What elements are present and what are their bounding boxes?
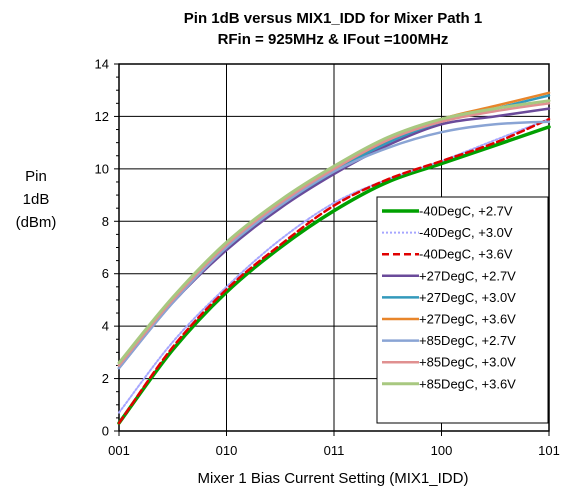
y-tick-label: 2 bbox=[102, 371, 109, 386]
legend-entry-label: +27DegC, +3.0V bbox=[419, 290, 516, 305]
y-axis-label-line-3: (dBm) bbox=[16, 214, 57, 231]
x-tick-label: 010 bbox=[216, 443, 238, 458]
x-tick-label: 100 bbox=[431, 443, 453, 458]
y-tick-label: 14 bbox=[95, 57, 109, 72]
y-tick-label: 10 bbox=[95, 161, 109, 176]
x-tick-label: 101 bbox=[538, 443, 560, 458]
series-line-7 bbox=[117, 102, 551, 367]
legend-entry-label: +27DegC, +2.7V bbox=[419, 268, 516, 283]
series-line-0 bbox=[117, 125, 551, 425]
series-line-8 bbox=[117, 99, 551, 365]
legend-entry-label: -40DegC, +3.6V bbox=[419, 247, 513, 262]
series-line-1 bbox=[118, 118, 550, 414]
legend-entry-label: -40DegC, +3.0V bbox=[419, 225, 513, 240]
y-axis-label-line-1: Pin bbox=[25, 168, 47, 185]
y-tick-label: 12 bbox=[95, 109, 109, 124]
x-axis-label: Mixer 1 Bias Current Setting (MIX1_IDD) bbox=[198, 470, 469, 487]
legend-entry-label: -40DegC, +2.7V bbox=[419, 204, 513, 219]
series-line-6 bbox=[117, 120, 551, 370]
x-tick-label: 001 bbox=[108, 443, 130, 458]
y-axis-label-line-2: 1dB bbox=[23, 191, 50, 208]
legend: -40DegC, +2.7V -40DegC, +3.0V -40DegC, +3.… bbox=[376, 196, 549, 424]
legend-entry-label: +85DegC, +2.7V bbox=[419, 333, 516, 348]
legend-entry-label: +85DegC, +3.6V bbox=[419, 376, 516, 391]
chart-title: Pin 1dB versus MIX1_IDD for Mixer Path 1 bbox=[184, 10, 482, 27]
series-layer bbox=[117, 91, 551, 425]
legend-box bbox=[376, 196, 549, 424]
y-tick-label: 8 bbox=[102, 214, 109, 229]
chart-subtitle: RFin = 925MHz & IFout =100MHz bbox=[218, 31, 449, 48]
legend-entry-label: +27DegC, +3.6V bbox=[419, 312, 516, 327]
y-tick-label: 4 bbox=[102, 319, 109, 334]
y-tick-label: 0 bbox=[102, 424, 109, 439]
x-tick-label: 011 bbox=[324, 443, 345, 458]
series-line-2 bbox=[117, 117, 551, 425]
y-tick-label: 6 bbox=[102, 266, 109, 281]
legend-entry-label: +85DegC, +3.0V bbox=[419, 355, 516, 370]
